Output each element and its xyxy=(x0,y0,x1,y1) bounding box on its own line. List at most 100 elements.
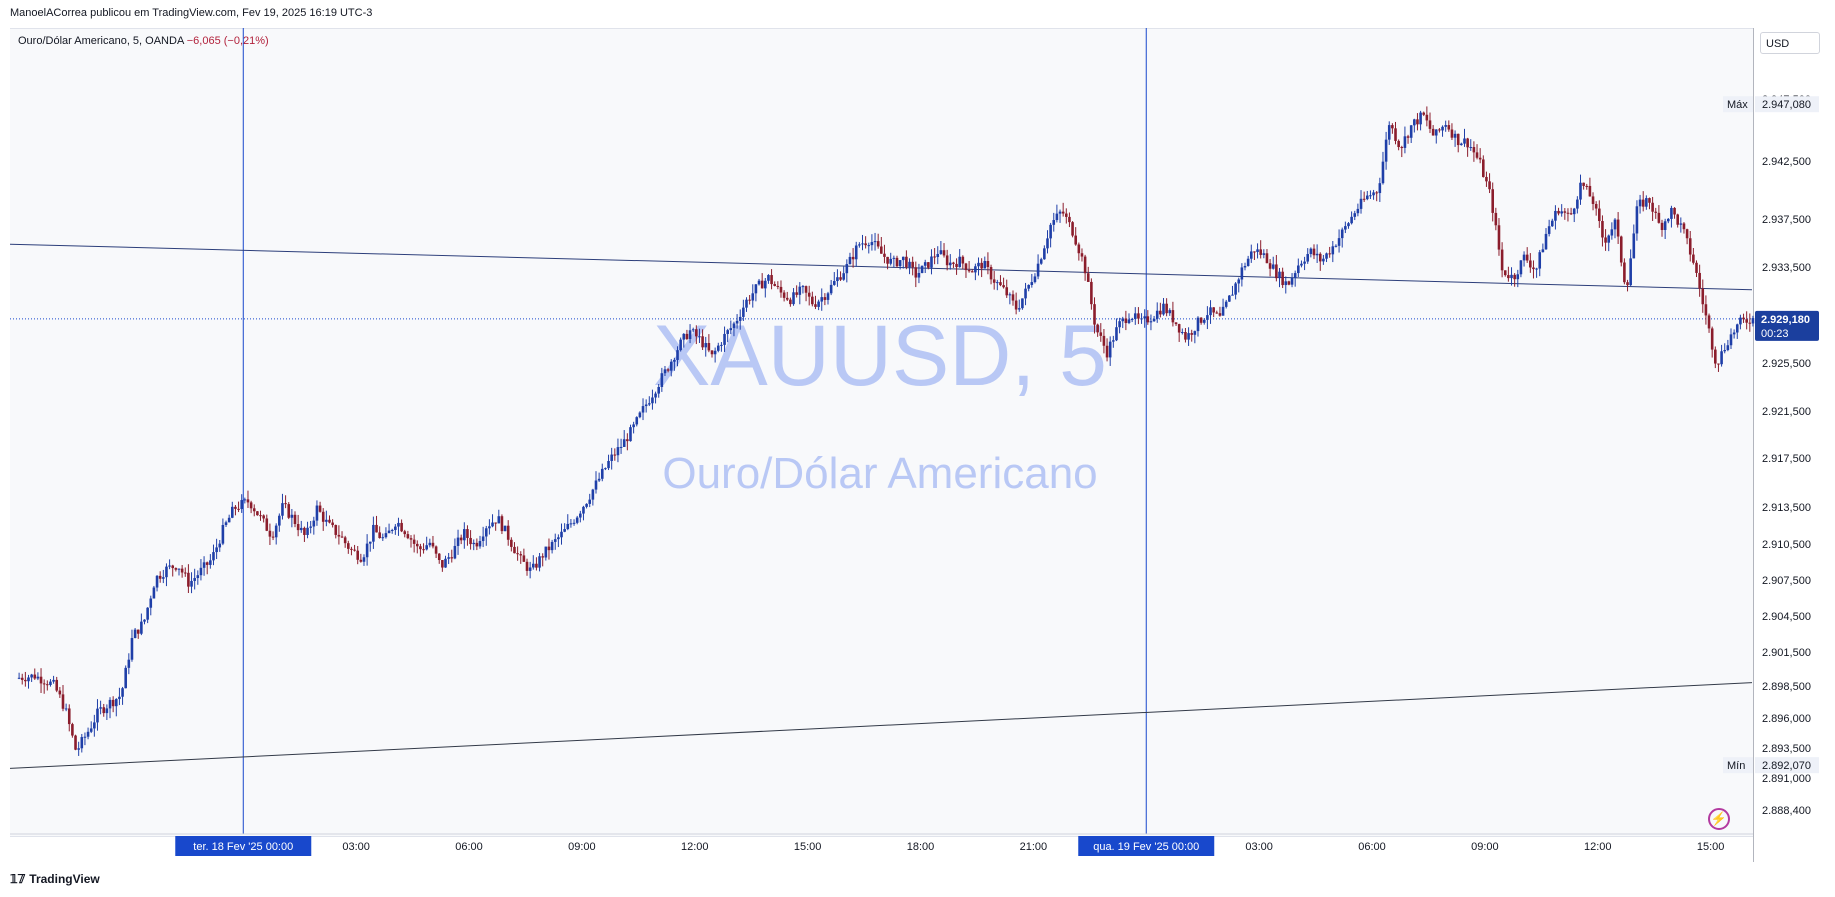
candle-body xyxy=(1093,304,1096,325)
candle-body xyxy=(1033,276,1037,283)
candle-body xyxy=(165,566,168,578)
candle xyxy=(710,350,714,358)
candle-body xyxy=(845,264,849,274)
candle xyxy=(676,346,679,367)
candle xyxy=(1130,317,1134,323)
trendline[interactable] xyxy=(9,682,1753,769)
min-badge-tag: Mín xyxy=(1727,760,1745,772)
candle-body xyxy=(52,679,55,682)
candle xyxy=(745,297,748,312)
candle xyxy=(271,531,275,541)
candle xyxy=(384,527,388,539)
candle-body xyxy=(785,297,789,300)
candle-body xyxy=(895,257,899,267)
candle xyxy=(1234,282,1237,300)
candle-body xyxy=(550,541,554,551)
candle-body xyxy=(553,539,557,542)
candle xyxy=(1043,245,1046,260)
candle-body xyxy=(779,286,783,293)
lightning-icon[interactable]: ⚡ xyxy=(1708,808,1730,830)
candle xyxy=(1594,201,1598,216)
candle-body xyxy=(1099,332,1103,336)
candle xyxy=(1588,177,1592,197)
candle xyxy=(510,537,513,552)
candle xyxy=(1112,335,1115,348)
trendline[interactable] xyxy=(9,243,1753,291)
candle xyxy=(1202,318,1206,325)
currency-selector[interactable]: USD xyxy=(1760,32,1820,54)
candle xyxy=(406,530,410,540)
candle-body xyxy=(917,272,921,278)
candle xyxy=(1187,327,1190,346)
date-highlight-box xyxy=(175,836,312,856)
candle-body xyxy=(1168,310,1172,314)
candle-body xyxy=(149,598,153,608)
candle xyxy=(93,714,96,737)
candle xyxy=(1742,313,1745,323)
candle xyxy=(1579,174,1582,205)
chart-pane[interactable] xyxy=(10,28,1753,837)
candle xyxy=(24,671,27,687)
candle-body xyxy=(600,468,604,479)
candle xyxy=(325,510,328,527)
candle-body xyxy=(814,304,817,307)
candle xyxy=(626,433,629,451)
candle-body xyxy=(1049,224,1052,239)
candle-body xyxy=(1729,334,1733,346)
candle xyxy=(1616,212,1620,244)
candle xyxy=(356,545,360,565)
candle xyxy=(1666,218,1670,224)
candle xyxy=(171,564,175,577)
candle-body xyxy=(1350,216,1353,224)
candle-body xyxy=(1663,221,1667,230)
candle-body xyxy=(162,577,165,579)
candle-body xyxy=(1735,324,1739,333)
candle xyxy=(133,628,137,639)
candle xyxy=(143,619,146,625)
candle xyxy=(1137,307,1140,325)
candle xyxy=(516,546,519,561)
candle-body xyxy=(83,736,87,738)
candle-body xyxy=(318,505,322,512)
candle xyxy=(1623,258,1626,285)
candle xyxy=(1641,191,1645,212)
candle xyxy=(121,686,124,705)
candle-body xyxy=(350,548,353,550)
candle xyxy=(441,560,444,572)
candle-body xyxy=(1566,212,1570,214)
candle-body xyxy=(1685,229,1689,239)
candle-body xyxy=(1315,253,1319,256)
x-tick-highlight[interactable]: ter. 18 Fev '25 00:00 xyxy=(175,836,312,856)
symbol-legend[interactable]: Ouro/Dólar Americano, 5, OANDA −6,065 (−… xyxy=(18,35,269,47)
candle xyxy=(1563,208,1567,220)
candle xyxy=(281,493,284,520)
candle-body xyxy=(1231,294,1234,296)
last-price-badge[interactable]: 2.929,180 00:23 xyxy=(1755,310,1819,341)
candle-body xyxy=(1444,125,1447,127)
candle xyxy=(773,281,777,287)
candle-body xyxy=(996,282,999,284)
candle-body xyxy=(146,607,149,620)
candle xyxy=(340,531,344,538)
bar-countdown: 00:23 xyxy=(1761,328,1789,340)
candle-body xyxy=(914,267,918,278)
watermark-symbol: XAUUSD, 5 xyxy=(653,308,1107,404)
min-badge-value: 2.892,070 xyxy=(1762,760,1811,772)
candle xyxy=(945,249,949,271)
candle-body xyxy=(1569,213,1573,215)
candle-body xyxy=(1083,256,1087,274)
x-tick-highlight[interactable]: qua. 19 Fev '25 00:00 xyxy=(1078,836,1215,856)
candle xyxy=(1406,134,1410,144)
candle xyxy=(503,525,507,532)
candle xyxy=(46,680,49,691)
candle xyxy=(67,704,71,732)
candle xyxy=(1714,346,1717,369)
candle xyxy=(1387,121,1391,145)
candle xyxy=(149,595,153,616)
candle-body xyxy=(660,373,664,387)
candle xyxy=(1011,290,1015,306)
candle-body xyxy=(278,515,281,526)
tradingview-logo[interactable]: 𝟙𝟟 TradingView xyxy=(10,872,100,886)
candle xyxy=(764,277,767,298)
